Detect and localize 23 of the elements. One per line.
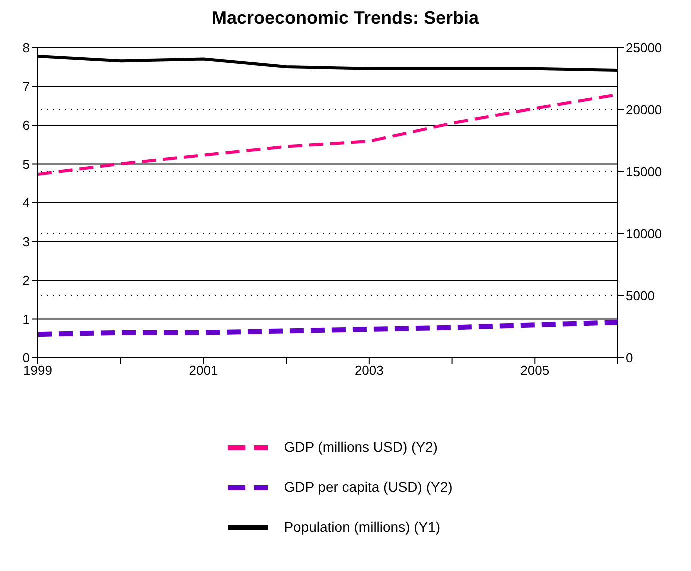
x-tick-label: 1999	[24, 363, 52, 378]
legend-label: Population (millions) (Y1)	[284, 518, 441, 535]
y-tick-label: 4	[22, 196, 30, 211]
y-tick-label: 0	[22, 350, 30, 366]
y-tick-label: 8	[22, 40, 30, 56]
y-tick-label: 7	[22, 79, 30, 94]
y2-tick-label: 20000	[626, 102, 662, 118]
legend-label: GDP (millions USD) (Y2)	[284, 438, 438, 455]
y2-tick-label: 10000	[626, 226, 662, 242]
y2-tick-label: 15000	[626, 164, 662, 180]
y2-tick-label: 0	[626, 350, 634, 366]
y-tick-label: 5	[22, 156, 30, 172]
y-tick-label: 2	[22, 273, 30, 288]
y2-tick-label: 25000	[626, 40, 662, 56]
x-tick-label: 2003	[354, 363, 384, 378]
y-tick-label: 6	[22, 118, 30, 134]
chart-title: Macroeconomic Trends: Serbia	[210, 8, 480, 30]
y-tick-label: 3	[22, 234, 30, 250]
y2-tick-label: 5000	[626, 288, 655, 304]
x-tick-label: 2001	[189, 363, 218, 378]
legend-label: GDP per capita (USD) (Y2)	[284, 478, 453, 495]
y-tick-label: 1	[22, 312, 30, 327]
x-tick-label: 2005	[520, 363, 550, 378]
